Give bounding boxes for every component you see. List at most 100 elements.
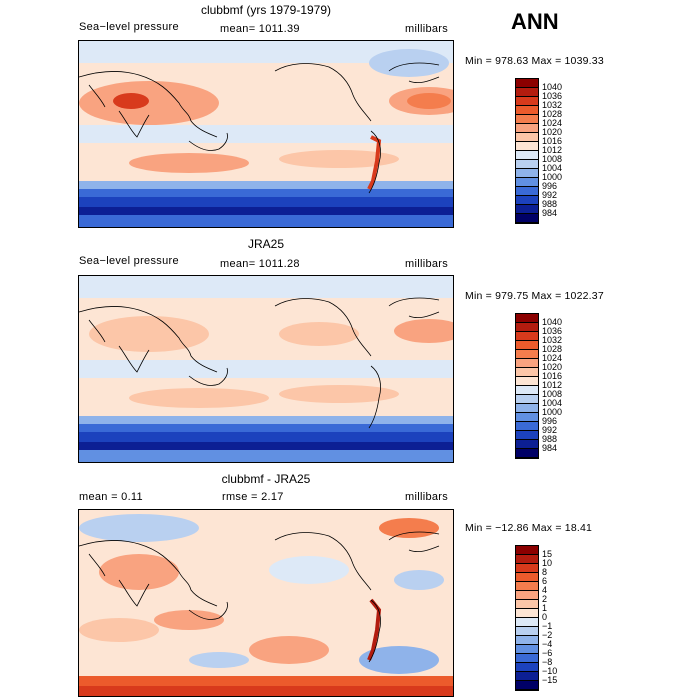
colorbar-swatch xyxy=(516,151,538,160)
panel-2-mean-label: mean= 1011.28 xyxy=(220,258,300,270)
colorbar-tick-label: 1000 xyxy=(542,172,563,182)
panel-1-map-svg xyxy=(79,41,453,227)
colorbar-swatch xyxy=(516,359,538,368)
panel-1-minmax: Min = 978.63 Max = 1039.33 xyxy=(465,55,604,67)
colorbar-tick-label: 2 xyxy=(542,594,548,604)
map-fill-asia-pos xyxy=(99,554,179,590)
map-fill-southern-3 xyxy=(79,197,453,207)
colorbar-swatch xyxy=(516,681,538,690)
colorbar-tick-label: −10 xyxy=(542,666,558,676)
panel-3-colorbar-swatches: 15 10 8 6 4 2 1 0 −1 −2 −4 −6 −8 −10 −15 xyxy=(515,545,595,691)
colorbar-tick-label: 15 xyxy=(542,549,553,559)
map-fill-antarctic xyxy=(79,215,453,227)
colorbar-swatch xyxy=(516,618,538,627)
colorbar-tick-label: 1004 xyxy=(542,398,563,408)
map-fill-atlantic-core xyxy=(407,93,451,109)
colorbar-tick-label: 996 xyxy=(542,416,558,426)
colorbar-tick-label: 1008 xyxy=(542,389,563,399)
panel-2-map xyxy=(78,275,454,463)
map-fill-southern-2 xyxy=(79,424,453,432)
colorbar-swatch xyxy=(516,205,538,214)
colorbar-tick-label: 1020 xyxy=(542,127,563,137)
colorbar-tick-label: −8 xyxy=(542,657,553,667)
colorbar-swatch xyxy=(516,115,538,124)
colorbar-swatch xyxy=(516,88,538,97)
colorbar-frame xyxy=(515,78,539,224)
colorbar-tick-label: 1028 xyxy=(542,109,563,119)
panel-2-minmax: Min = 979.75 Max = 1022.37 xyxy=(465,290,604,302)
panel-2-colorbar-swatches: 1040 1036 1032 1028 1024 1020 1016 1012 1008 1004… xyxy=(515,313,595,459)
colorbar-tick-label: 1024 xyxy=(542,353,563,363)
colorbar-swatch xyxy=(516,169,538,178)
map-fill-arctic-low xyxy=(369,49,449,77)
panel-2-title: JRA25 xyxy=(247,237,285,251)
colorbar-swatch xyxy=(516,196,538,205)
map-fill-atlantic-high xyxy=(394,319,453,343)
colorbar-tick-label: 1016 xyxy=(542,136,563,146)
colorbar-tick-label: 992 xyxy=(542,190,558,200)
colorbar-swatch xyxy=(516,636,538,645)
colorbar-swatch xyxy=(516,377,538,386)
colorbar-tick-label: −15 xyxy=(542,675,558,685)
colorbar-swatch xyxy=(516,79,538,88)
panel-3-units-label: millibars xyxy=(405,491,449,503)
map-fill-pacific-high xyxy=(279,322,359,346)
colorbar-tick-label: 992 xyxy=(542,425,558,435)
panel-3-colorbar: 15 10 8 6 4 2 1 0 −1 −2 −4 −6 −8 −10 −15 xyxy=(515,545,595,691)
colorbar-swatch xyxy=(516,582,538,591)
coastlines xyxy=(79,531,440,663)
colorbar-swatch xyxy=(516,627,538,636)
colorbar-swatch xyxy=(516,323,538,332)
map-fill-tibet xyxy=(113,93,149,109)
colorbar-tick-label: 1036 xyxy=(542,326,563,336)
panel-2-variable-label: Sea−level pressure xyxy=(79,255,179,267)
panel-3-rmse-label: rmse = 2.17 xyxy=(222,491,284,503)
colorbar-swatch xyxy=(516,214,538,223)
colorbar-tick-label: 4 xyxy=(542,585,548,595)
panel-1-variable-label: Sea−level pressure xyxy=(79,21,179,33)
map-fill-southern-2 xyxy=(79,189,453,197)
colorbar-swatch xyxy=(516,124,538,133)
colorbar-tick-label: 1012 xyxy=(542,145,563,155)
season-label: ANN xyxy=(511,9,559,34)
colorbar-tick-label: 8 xyxy=(542,567,548,577)
colorbar-swatch xyxy=(516,600,538,609)
panel-3-minmax: Min = −12.86 Max = 18.41 xyxy=(465,522,593,534)
panel-1-units-label: millibars xyxy=(405,23,449,35)
map-fill-arctic xyxy=(79,41,453,63)
map-fill-greenland xyxy=(379,518,439,538)
map-fill-tropics xyxy=(79,125,453,143)
colorbar-swatch xyxy=(516,555,538,564)
colorbar-swatch xyxy=(516,645,538,654)
colorbar-tick-label: 996 xyxy=(542,181,558,191)
colorbar-swatch xyxy=(516,314,538,323)
colorbar-tick-label: −6 xyxy=(542,648,553,658)
colorbar-swatch xyxy=(516,350,538,359)
map-fill-asia-high xyxy=(89,316,209,352)
colorbar-tick-label: 10 xyxy=(542,558,553,568)
map-fill-tropics xyxy=(79,360,453,378)
panel-3-map-svg xyxy=(79,510,453,696)
colorbar-swatch xyxy=(516,106,538,115)
colorbar-swatch xyxy=(516,332,538,341)
map-fill-indian-pos xyxy=(154,610,224,630)
colorbar-tick-label: −2 xyxy=(542,630,553,640)
colorbar-frame xyxy=(515,313,539,459)
map-fill-south-pacific-pos xyxy=(249,636,329,664)
colorbar-tick-label: 1000 xyxy=(542,407,563,417)
colorbar-swatch xyxy=(516,413,538,422)
colorbar-swatch xyxy=(516,564,538,573)
panel-1-mean-label: mean= 1011.39 xyxy=(220,23,300,35)
colorbar-swatch xyxy=(516,368,538,377)
colorbar-tick-label: 1036 xyxy=(542,91,563,101)
colorbar-tick-label: 1012 xyxy=(542,380,563,390)
colorbar-swatch xyxy=(516,160,538,169)
colorbar-swatch xyxy=(516,609,538,618)
map-fill-south-neg-2 xyxy=(189,652,249,668)
colorbar-swatch xyxy=(516,672,538,681)
colorbar-swatch xyxy=(516,663,538,672)
colorbar-swatch xyxy=(516,546,538,555)
colorbar-swatch xyxy=(516,431,538,440)
colorbar-tick-label: −1 xyxy=(542,621,553,631)
colorbar-swatch xyxy=(516,97,538,106)
